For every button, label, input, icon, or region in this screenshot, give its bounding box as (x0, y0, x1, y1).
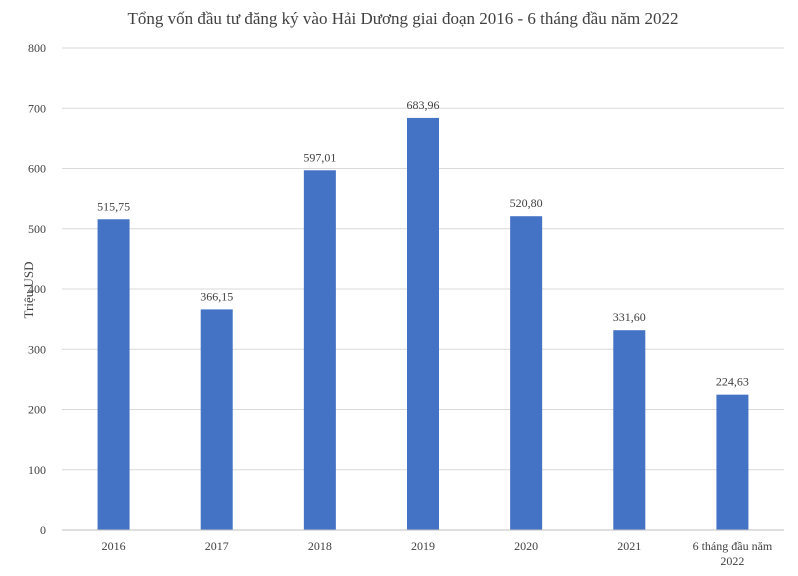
data-label: 515,75 (97, 199, 130, 213)
y-tick-label: 800 (28, 41, 46, 55)
x-category-label: 6 tháng đầu năm (693, 539, 773, 553)
data-label: 331,60 (613, 310, 646, 324)
data-label: 683,96 (407, 98, 440, 112)
bar (303, 170, 336, 531)
data-label: 597,01 (303, 150, 336, 164)
y-tick-label: 500 (28, 222, 46, 236)
data-labels: 515,75 366,15 597,01 683,96 520,80 331,60 224,… (97, 98, 749, 389)
bar (716, 394, 749, 530)
bar (613, 330, 646, 530)
bar (407, 117, 439, 531)
x-category-label: 2019 (411, 539, 435, 553)
y-tick-label: 100 (28, 463, 46, 477)
chart-title: Tổng vốn đầu tư đăng ký vào Hải Dương gi… (127, 9, 678, 28)
bar (97, 219, 130, 530)
x-category-label: 2018 (308, 539, 332, 553)
y-tick-label: 200 (28, 403, 46, 417)
y-tick-label: 700 (28, 101, 46, 115)
y-axis-label: Triệu USD (21, 262, 36, 319)
y-tick-label: 600 (28, 162, 46, 176)
x-category-label: 2017 (205, 539, 229, 553)
x-axis-categories: 2016 2017 2018 2019 2020 2021 6 tháng đầu năm2… (102, 539, 773, 568)
y-tick-label: 400 (28, 282, 46, 296)
data-label: 224,63 (716, 375, 749, 389)
bar (200, 309, 233, 530)
x-category-label: 2022 (720, 554, 744, 568)
bar (510, 216, 543, 530)
bars (97, 117, 749, 531)
x-category-label: 2016 (102, 539, 126, 553)
x-category-label: 2020 (514, 539, 538, 553)
y-tick-label: 300 (28, 342, 46, 356)
y-tick-label: 0 (40, 523, 46, 537)
data-label: 520,80 (510, 196, 543, 210)
x-category-label: 2021 (617, 539, 641, 553)
y-axis-ticks: 0 100 200 300 400 500 600 700 800 (28, 41, 46, 537)
data-label: 366,15 (200, 289, 233, 303)
